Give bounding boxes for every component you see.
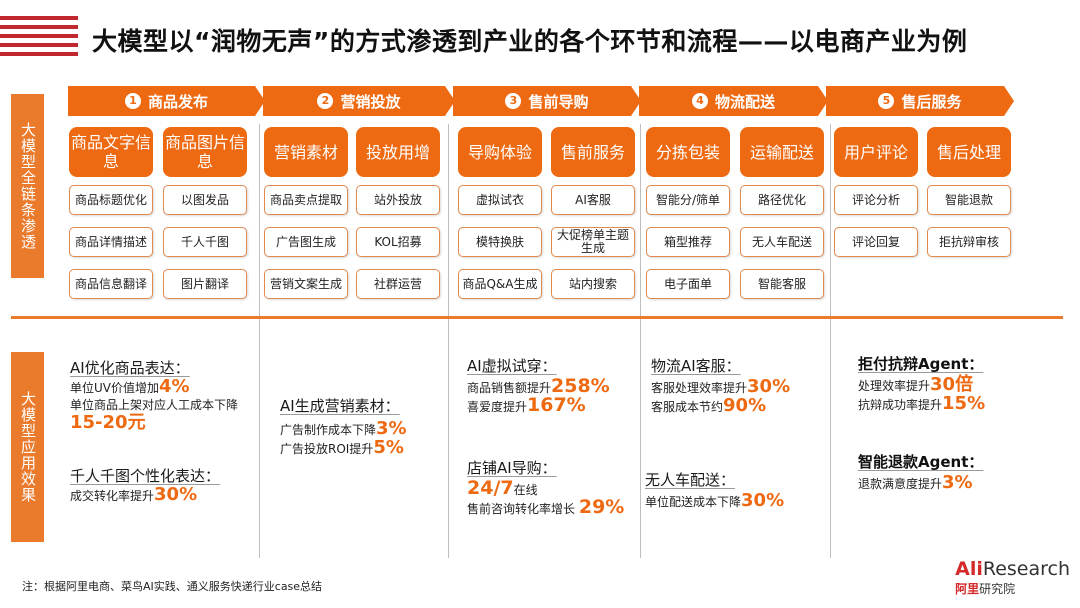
effect-col3-block2: 店铺AI导购： 24/7在线 售前咨询转化率增长 29% bbox=[467, 459, 625, 518]
page-title: 大模型以“润物无声”的方式渗透到产业的各个环节和流程——以电商产业为例 bbox=[92, 27, 968, 56]
category-sorting-packing: 分拣包装 bbox=[646, 127, 730, 177]
category-transport: 运输配送 bbox=[740, 127, 824, 177]
stage-arrow-3: 3 售前导购 bbox=[453, 86, 641, 116]
category-marketing-material: 营销素材 bbox=[264, 127, 348, 177]
effect-col4-block1: 物流AI客服： 客服处理效率提升30% 客服成本节约90% bbox=[651, 357, 791, 416]
category-presale-service: 售前服务 bbox=[551, 127, 635, 177]
effect-heading: 智能退款Agent： bbox=[858, 453, 984, 471]
item-title-optimize: 商品标题优化 bbox=[69, 185, 153, 215]
item-smart-sorting: 智能分/筛单 bbox=[646, 185, 730, 215]
item-detail-desc: 商品详情描述 bbox=[69, 227, 153, 257]
item-selling-point: 商品卖点提取 bbox=[264, 185, 348, 215]
stage-arrow-4: 4 物流配送 bbox=[639, 86, 828, 116]
item-copywriting: 营销文案生成 bbox=[264, 269, 348, 299]
item-box-recommend: 箱型推荐 bbox=[646, 227, 730, 257]
item-review-reply: 评论回复 bbox=[834, 227, 918, 257]
effect-heading: 拒付抗辩Agent： bbox=[858, 355, 984, 373]
item-ai-service: AI客服 bbox=[551, 185, 635, 215]
side-label-penetration: 大模型全链条渗透 bbox=[11, 94, 44, 278]
item-smart-refund: 智能退款 bbox=[927, 185, 1011, 215]
item-dispute-review: 拒抗辩审核 bbox=[927, 227, 1011, 257]
effect-col3-block1: AI虚拟试穿： 商品销售额提升258% 喜爱度提升167% bbox=[467, 357, 610, 416]
item-image-listing: 以图发品 bbox=[163, 185, 247, 215]
item-review-analysis: 评论分析 bbox=[834, 185, 918, 215]
column-divider bbox=[830, 124, 831, 558]
item-model-skin: 模特换肤 bbox=[458, 227, 542, 257]
effect-heading: 店铺AI导购： bbox=[467, 459, 557, 477]
item-e-waybill: 电子面单 bbox=[646, 269, 730, 299]
column-divider bbox=[259, 124, 260, 558]
item-offsite-ads: 站外投放 bbox=[356, 185, 440, 215]
effect-heading: 无人车配送： bbox=[645, 471, 736, 489]
item-image-translate: 图片翻译 bbox=[163, 269, 247, 299]
item-promo-list: 大促榜单主题生成 bbox=[551, 227, 635, 257]
item-qa-gen: 商品Q&A生成 bbox=[458, 269, 542, 299]
item-route-optimize: 路径优化 bbox=[740, 185, 824, 215]
item-driverless: 无人车配送 bbox=[740, 227, 824, 257]
item-smart-service: 智能客服 bbox=[740, 269, 824, 299]
effect-heading: AI生成营销素材： bbox=[280, 397, 400, 415]
category-aftersale: 售后处理 bbox=[927, 127, 1011, 177]
item-kol: KOL招募 bbox=[356, 227, 440, 257]
effect-col5-block2: 智能退款Agent： 退款满意度提升3% bbox=[858, 453, 984, 493]
effect-col4-block2: 无人车配送： 单位配送成本下降30% bbox=[645, 471, 785, 511]
section-divider bbox=[11, 316, 1063, 319]
category-product-text: 商品文字信息 bbox=[69, 127, 153, 177]
stage-arrow-1: 1 商品发布 bbox=[68, 86, 265, 116]
effect-col2-block1: AI生成营销素材： 广告制作成本下降3% 广告投放ROI提升5% bbox=[280, 397, 407, 458]
effect-heading: AI优化商品表达： bbox=[70, 359, 190, 377]
effect-col1-block1: AI优化商品表达： 单位UV价值增加4% 单位商品上架对应人工成本下降 15-2… bbox=[70, 359, 239, 433]
item-ad-image: 广告图生成 bbox=[264, 227, 348, 257]
footnote: 注：根据阿里电商、菜鸟AI实践、通义服务快递行业case总结 bbox=[22, 580, 323, 593]
category-ad-growth: 投放用增 bbox=[356, 127, 440, 177]
item-community: 社群运营 bbox=[356, 269, 440, 299]
effect-heading: 千人千图个性化表达： bbox=[70, 467, 221, 485]
category-shopping-guide: 导购体验 bbox=[458, 127, 542, 177]
category-user-review: 用户评论 bbox=[834, 127, 918, 177]
effect-col5-block1: 拒付抗辩Agent： 处理效率提升30倍 抗辩成功率提升15% bbox=[858, 355, 986, 414]
item-virtual-tryon: 虚拟试衣 bbox=[458, 185, 542, 215]
effect-col1-block2: 千人千图个性化表达： 成交转化率提升30% bbox=[70, 467, 221, 505]
effect-heading: AI虚拟试穿： bbox=[467, 357, 557, 375]
stage-arrow-2: 2 营销投放 bbox=[263, 86, 455, 116]
column-divider bbox=[448, 124, 449, 558]
stage-arrow-5: 5 售后服务 bbox=[826, 86, 1014, 116]
effect-heading: 物流AI客服： bbox=[651, 357, 741, 375]
item-site-search: 站内搜索 bbox=[551, 269, 635, 299]
aliresearch-logo: AliResearch 阿里研究院 bbox=[955, 558, 1070, 596]
item-personalized-image: 千人千图 bbox=[163, 227, 247, 257]
item-info-translate: 商品信息翻译 bbox=[69, 269, 153, 299]
column-divider bbox=[640, 124, 641, 558]
header-stripes bbox=[0, 16, 78, 66]
category-product-image: 商品图片信息 bbox=[163, 127, 247, 177]
side-label-effects: 大模型应用效果 bbox=[11, 352, 44, 542]
